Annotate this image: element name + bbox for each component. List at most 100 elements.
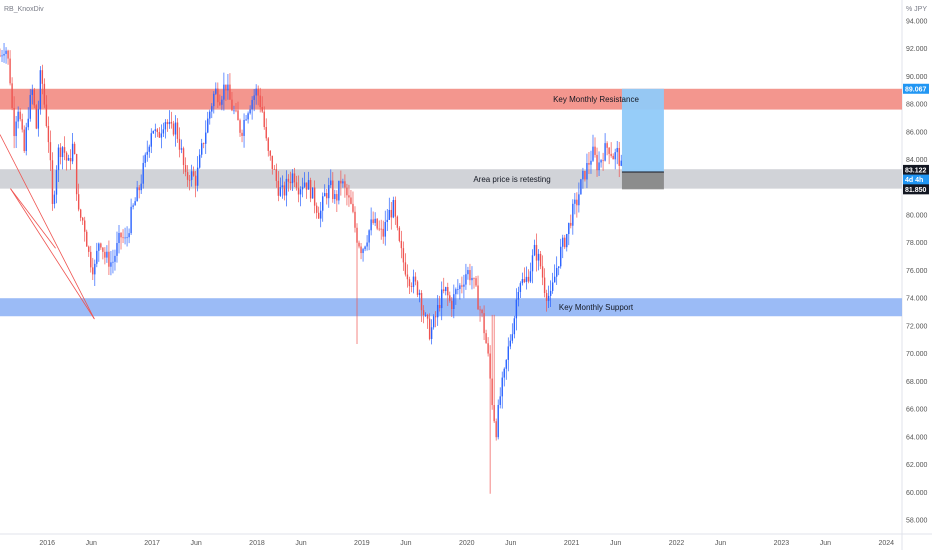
candle-body [100,243,102,248]
candle-body [243,120,245,136]
candle-body [620,160,622,166]
candle-body [505,359,507,369]
candle-body [162,129,165,134]
price-tick-label: 70.000 [906,351,928,358]
price-tags-layer: 89.067 83.122 4d 4h 81.850 [903,83,929,195]
price-tick-label: 80.000 [906,212,928,219]
candle-body [330,180,332,186]
time-tick-label: 2020 [459,540,475,547]
candle-body [487,343,489,354]
time-tick-label: 2018 [249,540,265,547]
candle-body [503,368,505,378]
candle-body [400,240,403,249]
candle-body [239,120,241,133]
candle-body [430,327,433,339]
zone-label-retest: Area price is retesting [473,175,550,184]
candle-body [368,230,370,243]
price-tick-label: 60.000 [906,490,928,497]
candle-body [209,111,211,119]
position-target-area[interactable] [621,88,664,172]
candle-body [170,121,173,124]
candle-body [27,118,29,128]
price-tick-label: 78.000 [906,240,928,247]
candle-body [374,218,376,223]
candle-body [531,255,534,272]
candle-body [475,278,477,286]
candle-body [247,113,249,120]
trend-line[interactable] [10,188,95,320]
candle-body [207,118,209,133]
candle-body [485,333,487,344]
candle-body [507,346,509,360]
candle-body [287,178,290,182]
candle-body [408,279,411,287]
candle-body [150,133,152,147]
candle-body [555,267,558,277]
candle-body [594,146,596,155]
candle-body [35,105,38,129]
candle-body [160,133,163,138]
candle-body [37,109,40,129]
candle-body [342,181,344,184]
candle-body [477,285,479,310]
price-tick-label: 62.000 [906,462,928,469]
candle-body [455,289,457,295]
long-position-tool[interactable] [621,88,664,190]
trend-line[interactable] [10,188,56,249]
trend-line[interactable] [0,134,95,320]
candle-body [19,111,21,120]
candle-body [340,180,342,184]
candle-body [545,293,548,301]
candle-body [511,334,514,341]
candle-body [13,107,15,137]
candle-body [59,147,62,158]
time-tick-label: Jun [715,540,726,547]
time-axis[interactable]: 2016 Jun 2017 Jun 2018 Jun 2019 Jun 2020 Jun 2021 J… [39,540,894,547]
candle-body [249,109,251,114]
candle-body [469,270,471,281]
candle-body [608,147,610,154]
candle-body [473,277,475,279]
candle-body [251,99,253,110]
time-tick-label: Jun [295,540,306,547]
candle-body [551,282,554,291]
candle-body [428,318,431,339]
candle-body [71,143,74,162]
low-price-tag-bg [903,184,929,195]
candle-body [309,180,312,199]
symbol-currency-label[interactable]: % JPY [906,6,927,13]
candle-body [146,151,148,155]
candle-body [110,262,112,267]
candle-body [267,138,269,151]
candle-body [350,197,352,204]
candle-body [229,84,231,100]
candle-body [265,127,267,139]
candle-body [576,199,578,206]
candle-body [602,160,604,161]
candle-body [108,251,110,267]
position-stop-area[interactable] [621,171,664,190]
candle-body [0,55,1,57]
candle-body [271,155,273,169]
candle-body [15,121,17,137]
zone-retest [0,169,902,189]
candle-body [600,160,602,163]
candle-body [96,250,98,264]
candle-body [75,154,78,195]
candle-body [132,205,134,207]
candle-body [94,263,96,275]
candle-body [322,196,324,211]
candle-body [303,182,306,187]
candle-body [295,182,298,188]
candle-body [221,99,223,105]
candle-body [152,130,154,134]
candle-body [255,88,257,96]
candle-body [445,287,447,291]
candle-body [205,132,207,144]
candle-body [570,222,572,226]
candle-body [384,221,386,237]
candle-body [566,234,568,248]
candle-body [501,377,503,397]
candle-body [217,88,219,103]
